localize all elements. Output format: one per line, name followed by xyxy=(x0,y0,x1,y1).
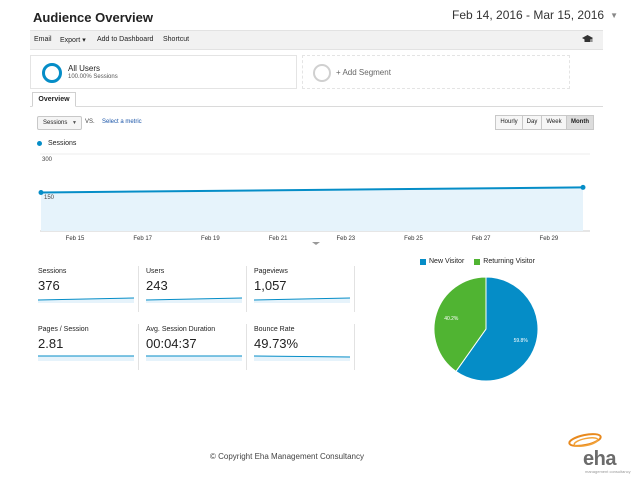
stat-sparkline xyxy=(146,355,242,361)
period-month-button[interactable]: Month xyxy=(566,115,594,130)
metric-select[interactable]: Sessions ▼ xyxy=(37,116,82,130)
add-segment-label: + Add Segment xyxy=(336,68,391,77)
date-range-picker[interactable]: Feb 14, 2016 - Mar 15, 2016 ▼ xyxy=(452,8,618,22)
x-tick-labels: Feb 15 Feb 17 Feb 19 Feb 21 Feb 23 Feb 25 Feb … xyxy=(66,236,559,242)
stat-value: 00:04:37 xyxy=(146,336,197,351)
stat-label: Bounce Rate xyxy=(254,326,295,333)
stat-sparkline xyxy=(254,355,350,361)
page-title: Audience Overview xyxy=(33,10,153,25)
sessions-area xyxy=(41,187,583,231)
graduation-cap-icon[interactable] xyxy=(582,35,593,47)
y-tick-label: 150 xyxy=(44,195,55,201)
legend-label: New Visitor xyxy=(429,258,465,265)
segment-title: All Users xyxy=(68,64,101,73)
data-point-start[interactable] xyxy=(38,190,44,195)
stat-value: 2.81 xyxy=(38,336,64,351)
x-tick-label: Feb 15 xyxy=(66,236,85,242)
x-tick-label: Feb 23 xyxy=(336,236,355,242)
stat-divider xyxy=(246,324,247,370)
logo-text: eha xyxy=(583,448,616,470)
stat-pageviews: Pageviews 1,057 xyxy=(254,268,354,303)
toolbar: Email Export ▾ Add to Dashboard Shortcut xyxy=(30,30,603,50)
legend-item-new-visitor[interactable]: New Visitor xyxy=(420,258,464,265)
stat-sparkline xyxy=(38,355,134,361)
stat-value: 376 xyxy=(38,278,60,293)
add-to-dashboard-button[interactable]: Add to Dashboard xyxy=(97,36,154,43)
series-dot-icon xyxy=(37,141,42,146)
legend-swatch-returning xyxy=(474,258,481,265)
stat-label: Pageviews xyxy=(254,268,288,275)
legend-item-returning-visitor[interactable]: Returning Visitor xyxy=(474,258,535,265)
period-week-button[interactable]: Week xyxy=(541,115,567,130)
pie-slice-new-visitor[interactable] xyxy=(455,276,539,382)
stat-sparkline xyxy=(254,297,350,303)
y-tick-label: 300 xyxy=(42,157,53,163)
empty-ring-icon xyxy=(313,64,331,82)
x-tick-label: Feb 17 xyxy=(133,236,152,242)
stat-label: Pages / Session xyxy=(38,326,89,333)
chart-resize-handle-icon[interactable] xyxy=(312,242,320,245)
eha-swoosh-logo-icon xyxy=(568,433,602,447)
stat-value: 1,057 xyxy=(254,278,287,293)
add-segment-button[interactable]: + Add Segment xyxy=(302,55,570,89)
tab-divider xyxy=(30,106,603,107)
legend-label: Returning Visitor xyxy=(483,258,535,265)
stat-divider xyxy=(354,324,355,370)
select-metric-link[interactable]: Select a metric xyxy=(102,119,142,125)
segment-ring-icon xyxy=(42,63,62,83)
stat-bounce-rate: Bounce Rate 49.73% xyxy=(254,326,354,361)
x-tick-label: Feb 19 xyxy=(201,236,220,242)
chevron-down-icon: ▼ xyxy=(610,10,619,20)
chevron-down-icon: ▼ xyxy=(72,120,77,126)
data-point-end[interactable] xyxy=(580,184,586,190)
export-button[interactable]: Export ▾ xyxy=(60,36,86,44)
x-tick-label: Feb 21 xyxy=(269,236,288,242)
stat-divider xyxy=(354,266,355,312)
stat-users: Users 243 xyxy=(146,268,246,303)
stat-label: Avg. Session Duration xyxy=(146,326,216,333)
chart-legend-label: Sessions xyxy=(48,140,77,147)
stat-value: 49.73% xyxy=(254,336,299,351)
pie-legend: New Visitor Returning Visitor xyxy=(420,258,535,265)
segment-subtitle: 100.00% Sessions xyxy=(68,74,118,80)
period-day-button[interactable]: Day xyxy=(522,115,542,130)
stat-pages-per-session: Pages / Session 2.81 xyxy=(38,326,138,361)
stat-value: 243 xyxy=(146,278,168,293)
vs-label: VS. xyxy=(85,119,95,125)
stat-divider xyxy=(138,266,139,312)
visitor-pie-chart: 59.8% 40.2% xyxy=(433,276,539,382)
date-range-label: Feb 14, 2016 - Mar 15, 2016 xyxy=(452,8,605,22)
x-tick-label: Feb 27 xyxy=(472,236,491,242)
shortcut-button[interactable]: Shortcut xyxy=(163,36,190,43)
stat-label: Sessions xyxy=(38,268,67,275)
chevron-down-icon: ▾ xyxy=(82,37,86,44)
email-button[interactable]: Email xyxy=(34,36,52,43)
pie-label-returning: 40.2% xyxy=(444,316,459,322)
tab-overview[interactable]: Overview xyxy=(32,92,76,107)
chart-legend: Sessions xyxy=(37,140,76,147)
logo-subtitle: management consultancy xyxy=(585,469,631,474)
sessions-line xyxy=(40,186,584,194)
pie-slice-returning-visitor[interactable] xyxy=(433,276,487,373)
stat-sparkline xyxy=(38,297,134,303)
copyright-text: © Copyright Eha Management Consultancy xyxy=(210,452,364,461)
export-label: Export xyxy=(60,37,81,44)
segment-all-users[interactable]: All Users 100.00% Sessions xyxy=(30,55,297,89)
stat-avg-session-duration: Avg. Session Duration 00:04:37 xyxy=(146,326,246,361)
stat-divider xyxy=(246,266,247,312)
x-tick-label: Feb 29 xyxy=(540,236,559,242)
metric-select-value: Sessions xyxy=(43,120,68,126)
stat-sparkline xyxy=(146,297,242,303)
stat-label: Users xyxy=(146,268,165,275)
stat-sessions: Sessions 376 xyxy=(38,268,138,303)
pie-label-new: 59.8% xyxy=(514,338,529,344)
stat-divider xyxy=(138,324,139,370)
x-tick-label: Feb 25 xyxy=(404,236,423,242)
sessions-line-chart: 300 150 Feb 15 Feb 17 Feb 19 Feb 21 Feb 23 Fe… xyxy=(38,153,590,245)
period-hourly-button[interactable]: Hourly xyxy=(495,115,523,130)
legend-swatch-new xyxy=(420,258,426,265)
